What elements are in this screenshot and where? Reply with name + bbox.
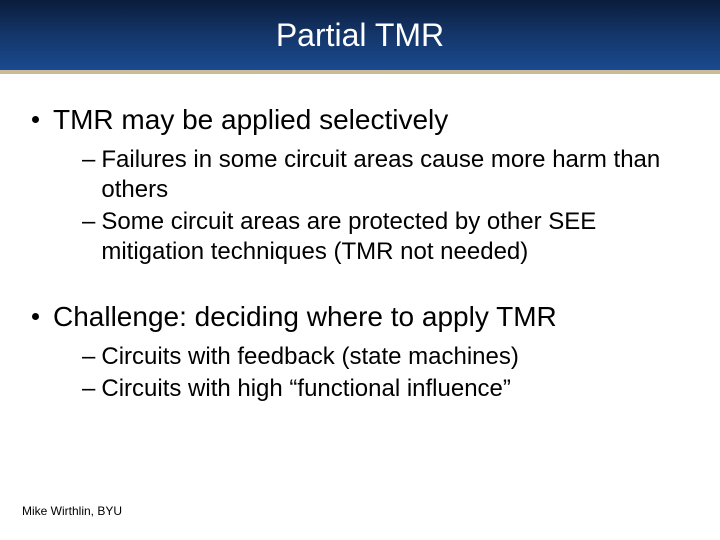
slide-title: Partial TMR bbox=[276, 17, 444, 54]
dash-icon: – bbox=[82, 342, 95, 372]
sub-bullet: – Circuits with feedback (state machines… bbox=[82, 342, 700, 372]
sub-bullet-text: Some circuit areas are protected by othe… bbox=[101, 207, 661, 267]
sub-bullet-list: – Circuits with feedback (state machines… bbox=[82, 342, 700, 404]
dash-icon: – bbox=[82, 207, 95, 237]
dash-icon: – bbox=[82, 374, 95, 404]
sub-bullet: – Some circuit areas are protected by ot… bbox=[82, 207, 700, 267]
bullet-dot-icon bbox=[32, 313, 39, 320]
sub-bullet: – Failures in some circuit areas cause m… bbox=[82, 145, 700, 205]
slide-content: TMR may be applied selectively – Failure… bbox=[0, 74, 720, 404]
sub-bullet: – Circuits with high “functional influen… bbox=[82, 374, 700, 404]
sub-bullet-text: Circuits with high “functional influence… bbox=[101, 374, 511, 404]
sub-bullet-text: Circuits with feedback (state machines) bbox=[101, 342, 519, 372]
bullet-dot-icon bbox=[32, 116, 39, 123]
title-bar: Partial TMR bbox=[0, 0, 720, 74]
sub-bullet-text: Failures in some circuit areas cause mor… bbox=[101, 145, 661, 205]
bullet-level1: TMR may be applied selectively bbox=[20, 102, 700, 137]
sub-bullet-list: – Failures in some circuit areas cause m… bbox=[82, 145, 700, 267]
bullet-text: Challenge: deciding where to apply TMR bbox=[53, 299, 557, 334]
bullet-text: TMR may be applied selectively bbox=[53, 102, 448, 137]
dash-icon: – bbox=[82, 145, 95, 175]
footer-author: Mike Wirthlin, BYU bbox=[22, 504, 122, 518]
bullet-level1: Challenge: deciding where to apply TMR bbox=[20, 299, 700, 334]
